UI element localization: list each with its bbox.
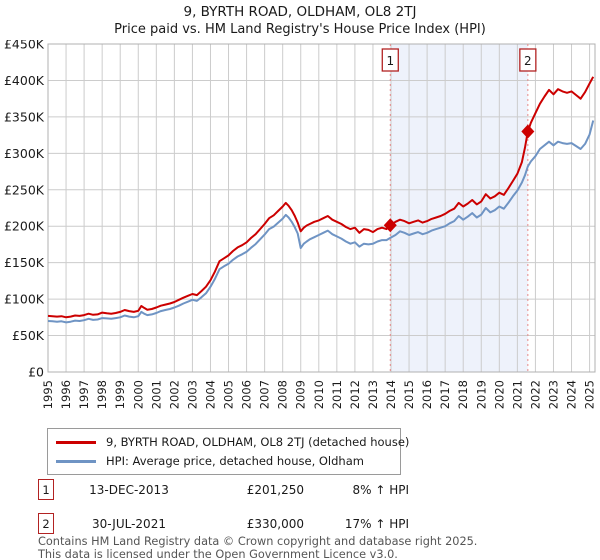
sale-period-shading xyxy=(390,44,528,372)
y-axis-tick-label: £400K xyxy=(4,73,45,88)
sale-2-hpi-delta: 17% ↑ HPI xyxy=(344,516,409,531)
chart-title: 9, BYRTH ROAD, OLDHAM, OL8 2TJ xyxy=(183,4,417,20)
x-axis-tick-label: 2001 xyxy=(149,380,163,409)
property-price-line xyxy=(47,76,595,319)
footer-line-2: This data is licensed under the Open Gov… xyxy=(38,547,398,560)
x-axis-tick-label: 2013 xyxy=(366,380,380,409)
sale-2-number-box: 2 xyxy=(38,513,54,534)
y-axis-tick-label: £350K xyxy=(4,109,45,124)
y-axis-tick-label: £50K xyxy=(12,328,45,343)
footer-line-1: Contains HM Land Registry data © Crown c… xyxy=(38,535,478,548)
x-axis-tick-label: 2000 xyxy=(131,380,145,409)
x-axis-tick-label: 2022 xyxy=(528,380,542,409)
price-chart: £0 £50K £100K £150K £200K £250K £300K £350K £400… xyxy=(4,40,597,409)
x-axis-tick-label: 2018 xyxy=(456,380,470,409)
x-axis-tick-label: 2003 xyxy=(185,380,199,409)
legend-label-hpi: HPI: Average price, detached house, Oldh… xyxy=(106,454,364,468)
x-axis-tick-label: 2009 xyxy=(294,380,308,409)
x-axis-tick-label: 2005 xyxy=(222,380,236,409)
x-axis-tick-label: 2015 xyxy=(402,380,416,409)
sale-2-flag-number: 2 xyxy=(524,54,532,68)
x-axis-tick-label: 2002 xyxy=(167,380,181,409)
x-axis-tick-label: 1995 xyxy=(41,380,55,409)
y-axis-tick-label: £150K xyxy=(4,255,45,270)
x-axis-tick-label: 2010 xyxy=(312,380,326,409)
sale-1-number-box: 1 xyxy=(38,479,54,500)
sale-2-date: 30-JUL-2021 xyxy=(92,516,166,531)
y-axis-tick-label: £450K xyxy=(4,40,45,52)
legend-item-hpi: HPI: Average price, detached house, Oldh… xyxy=(56,454,392,468)
license-footer: Contains HM Land Registry data © Crown c… xyxy=(38,535,478,560)
sale-2-marker xyxy=(521,124,535,139)
x-axis-tick-label: 2014 xyxy=(384,380,398,409)
sale-1-marker xyxy=(383,218,397,233)
legend: 9, BYRTH ROAD, OLDHAM, OL8 2TJ (detached… xyxy=(47,428,409,475)
y-axis-tick-label: £100K xyxy=(4,292,45,307)
x-axis-tick-label: 1997 xyxy=(77,380,91,409)
x-axis-tick-label: 2021 xyxy=(510,380,524,409)
legend-item-property: 9, BYRTH ROAD, OLDHAM, OL8 2TJ (detached… xyxy=(56,435,409,449)
legend-label-property: 9, BYRTH ROAD, OLDHAM, OL8 2TJ (detached… xyxy=(106,435,410,449)
property-line-swatch xyxy=(56,440,96,444)
x-axis-tick-label: 1999 xyxy=(113,380,127,409)
x-axis-tick-label: 2025 xyxy=(583,380,597,409)
x-axis-tick-label: 2020 xyxy=(492,380,506,409)
x-axis-tick-label: 2008 xyxy=(276,380,290,409)
sale-2-flag-box xyxy=(519,48,537,72)
hpi-line-swatch xyxy=(56,459,96,463)
sale-annotation-2: 2 30-JUL-2021 £330,000 17% ↑ HPI xyxy=(38,513,409,534)
x-axis-tick-label: 2023 xyxy=(546,380,560,409)
sale-1-price: £201,250 xyxy=(246,482,304,497)
x-axis-tick-label: 2016 xyxy=(420,380,434,409)
x-axis-tick-label: 2004 xyxy=(203,380,217,409)
x-axis-tick-label: 2017 xyxy=(438,380,452,409)
y-axis-tick-label: £0 xyxy=(28,365,44,380)
x-axis-tick-label: 2011 xyxy=(330,380,344,409)
x-axis-tick-label: 1996 xyxy=(59,380,73,409)
sale-annotation-1: 1 13-DEC-2013 £201,250 8% ↑ HPI xyxy=(38,479,409,500)
chart-subtitle: Price paid vs. HM Land Registry's House … xyxy=(114,22,486,37)
sale-1-date: 13-DEC-2013 xyxy=(89,482,169,497)
sale-1-flag-box xyxy=(381,48,399,72)
x-axis-tick-label: 2006 xyxy=(240,380,254,409)
x-axis-tick-label: 2012 xyxy=(348,380,362,409)
y-axis-tick-label: £300K xyxy=(4,146,45,161)
y-axis-tick-label: £250K xyxy=(4,182,45,197)
sale-2-price: £330,000 xyxy=(246,516,304,531)
sale-1-flag-number: 1 xyxy=(386,54,394,68)
hpi-line xyxy=(47,120,595,324)
x-axis-tick-label: 2019 xyxy=(474,380,488,409)
plot-border xyxy=(47,43,596,373)
y-axis-tick-label: £200K xyxy=(4,219,45,234)
x-axis-tick-label: 1998 xyxy=(95,380,109,409)
sale-1-hpi-delta: 8% ↑ HPI xyxy=(352,482,409,497)
x-axis-tick-label: 2024 xyxy=(565,380,579,409)
x-axis-tick-label: 2007 xyxy=(258,380,272,409)
